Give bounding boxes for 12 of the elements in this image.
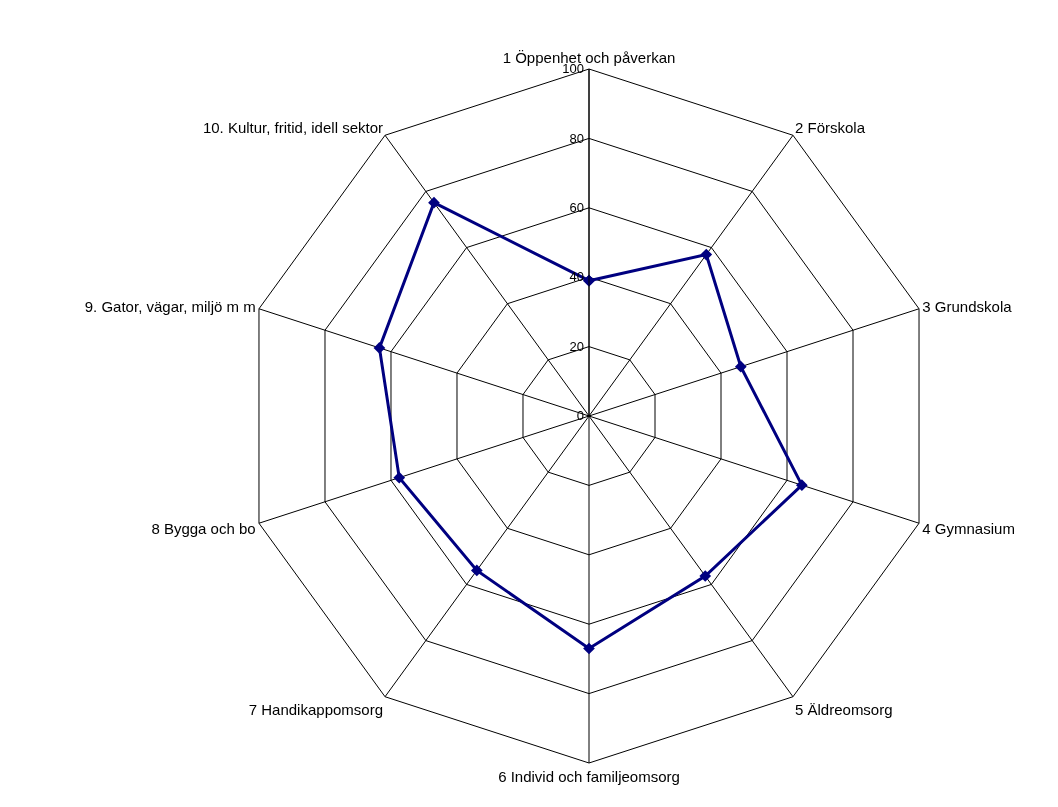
y-tick-label: 60	[569, 200, 584, 216]
spoke-label: 10. Kultur, fritid, idell sektor	[202, 119, 383, 137]
spoke-label: 7 Handikappomsorg	[248, 700, 383, 718]
spoke-label: 8 Bygga och bo	[151, 519, 256, 537]
spoke-label: 3 Grundskola	[922, 297, 1013, 315]
spoke-label: 6 Individ och familjeomsorg	[498, 767, 680, 785]
y-tick-label: 20	[569, 338, 584, 354]
spoke-label: 2 Förskola	[795, 119, 866, 137]
spoke-label: 4 Gymnasium	[922, 519, 1015, 537]
spoke-label: 5 Äldreomsorg	[795, 700, 893, 718]
spoke-label: 9. Gator, vägar, miljö m m	[84, 297, 256, 315]
y-tick-label: 80	[569, 130, 584, 146]
